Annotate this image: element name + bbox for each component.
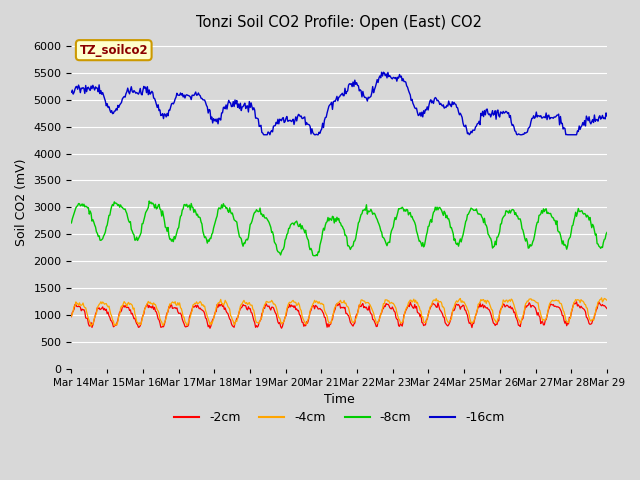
Title: Tonzi Soil CO2 Profile: Open (East) CO2: Tonzi Soil CO2 Profile: Open (East) CO2 [196,15,482,30]
Y-axis label: Soil CO2 (mV): Soil CO2 (mV) [15,158,28,246]
Text: TZ_soilco2: TZ_soilco2 [79,44,148,57]
X-axis label: Time: Time [324,393,355,406]
Legend: -2cm, -4cm, -8cm, -16cm: -2cm, -4cm, -8cm, -16cm [169,406,509,429]
